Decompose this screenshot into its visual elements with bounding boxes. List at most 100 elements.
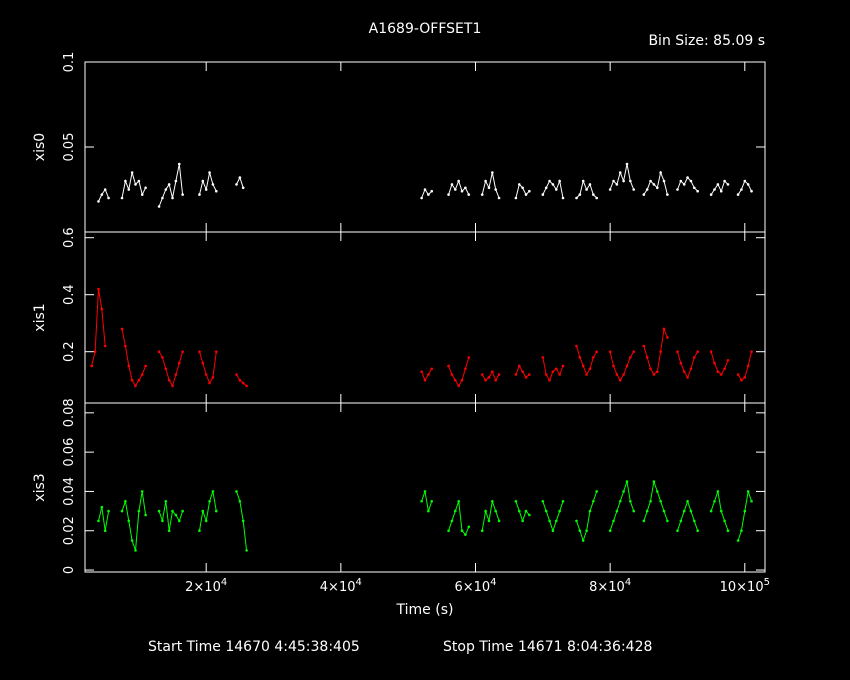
data-point-xis0: [167, 183, 171, 186]
data-point-xis3: [551, 529, 555, 533]
data-point-xis0: [612, 179, 615, 183]
lightcurve-xis3: [481, 501, 500, 531]
y-tick-label-xis3: 0.08: [62, 398, 77, 427]
data-point-xis0: [487, 186, 491, 190]
data-point-xis3: [174, 513, 178, 517]
data-point-xis1: [544, 373, 548, 376]
data-point-xis1: [484, 378, 487, 382]
data-point-xis1: [689, 367, 693, 371]
data-point-xis0: [453, 188, 457, 191]
data-point-xis3: [430, 499, 434, 503]
data-point-xis3: [622, 490, 625, 493]
data-point-xis1: [491, 370, 494, 373]
data-point-xis0: [541, 193, 545, 196]
data-point-xis0: [750, 189, 753, 193]
lightcurve-xis3: [98, 507, 110, 531]
data-point-xis0: [558, 179, 561, 183]
lightcurve-xis1: [710, 351, 729, 376]
lightcurve-xis3: [515, 501, 530, 523]
x-tick-label: 10×105: [720, 577, 770, 595]
data-point-xis0: [514, 196, 518, 200]
data-point-xis1: [204, 373, 208, 376]
bin-size-label: Bin Size: 85.09 s: [648, 33, 765, 49]
data-point-xis1: [608, 350, 612, 354]
data-point-xis1: [420, 370, 423, 373]
data-point-xis1: [578, 356, 582, 359]
data-point-xis0: [120, 196, 124, 200]
data-point-xis1: [615, 373, 619, 376]
data-point-xis3: [659, 499, 662, 503]
lightcurve-xis1: [199, 351, 217, 385]
data-point-xis3: [460, 529, 464, 533]
data-point-xis3: [541, 499, 545, 503]
data-point-xis0: [201, 179, 205, 183]
data-point-xis1: [103, 344, 107, 348]
data-point-xis0: [649, 179, 652, 183]
data-point-xis3: [645, 509, 649, 513]
data-point-xis3: [201, 509, 205, 513]
lightcurve-xis3: [199, 491, 217, 531]
lightcurve-xis3: [158, 501, 184, 531]
data-point-xis0: [662, 179, 666, 183]
data-point-xis1: [746, 364, 750, 368]
data-point-xis3: [484, 509, 487, 513]
data-point-xis0: [157, 205, 161, 208]
data-point-xis1: [618, 378, 622, 382]
data-point-xis3: [238, 499, 242, 503]
data-point-xis3: [514, 499, 518, 503]
data-point-xis3: [652, 480, 656, 483]
y-tick-label-xis3: 0.06: [62, 438, 77, 467]
y-tick-label-xis3: 0.04: [62, 477, 77, 506]
data-point-xis3: [453, 509, 457, 513]
data-point-xis1: [208, 381, 211, 385]
lightcurve-xis3: [576, 491, 598, 543]
chart-title: A1689-OFFSET1: [369, 21, 482, 37]
data-point-xis0: [204, 188, 208, 191]
data-point-xis3: [686, 499, 689, 503]
data-point-xis1: [750, 350, 753, 354]
data-point-xis3: [548, 519, 551, 523]
data-point-xis0: [134, 183, 137, 186]
data-point-xis3: [211, 490, 215, 493]
data-point-xis3: [491, 499, 494, 503]
data-point-xis1: [480, 373, 484, 376]
lightcurve-xis1: [576, 345, 598, 376]
data-point-xis1: [686, 376, 689, 379]
data-point-xis3: [420, 499, 423, 503]
panel-frame-xis1: [84, 231, 766, 404]
data-point-xis1: [494, 378, 497, 382]
data-point-xis0: [484, 179, 487, 183]
data-point-xis0: [528, 189, 531, 193]
data-point-xis3: [137, 509, 141, 513]
lightcurve-xis3: [609, 481, 635, 531]
data-point-xis1: [649, 367, 652, 371]
data-point-xis0: [716, 183, 720, 186]
data-point-xis1: [167, 378, 171, 382]
data-point-xis0: [595, 196, 598, 200]
data-point-xis0: [736, 193, 740, 196]
y-tick-label-xis3: 0: [62, 566, 77, 574]
data-point-xis0: [238, 176, 242, 179]
lightcurve-xis3: [542, 501, 564, 533]
data-point-xis0: [682, 183, 686, 186]
data-point-xis0: [491, 171, 494, 174]
data-point-xis0: [719, 189, 723, 193]
data-point-xis1: [198, 350, 201, 354]
data-point-xis1: [693, 356, 696, 359]
data-point-xis1: [662, 327, 666, 331]
data-point-xis0: [592, 193, 595, 196]
data-point-xis0: [177, 162, 181, 166]
data-point-xis0: [174, 179, 178, 183]
data-point-xis0: [713, 188, 716, 191]
data-point-xis0: [615, 183, 619, 186]
data-point-xis3: [181, 509, 184, 513]
lightcurve-xis1: [643, 326, 668, 376]
data-point-xis3: [171, 509, 174, 513]
data-point-xis3: [723, 519, 726, 523]
data-point-xis3: [736, 539, 740, 542]
lightcurve-xis3: [421, 491, 433, 512]
data-point-xis0: [494, 188, 497, 191]
data-point-xis3: [157, 509, 161, 513]
x-axis-label: Time (s): [396, 602, 454, 618]
data-point-xis3: [235, 490, 238, 493]
